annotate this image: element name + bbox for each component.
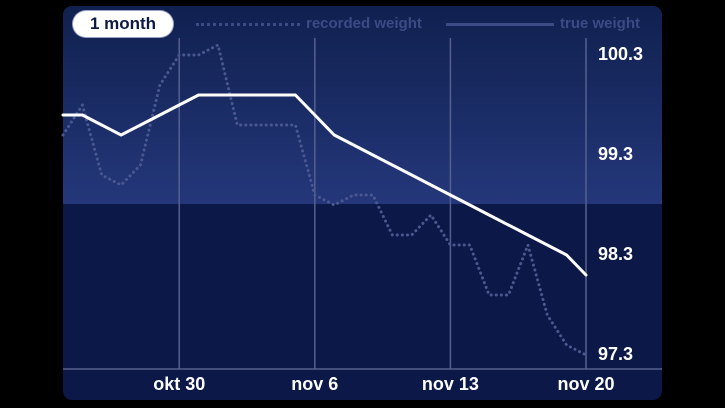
x-tick-label: nov 13 [421,374,479,394]
recorded-weight-legend-label: recorded weight [306,15,422,32]
true-weight-legend-label: true weight [560,15,641,32]
y-tick-label: 100.3 [598,44,644,64]
chart-panel-upper-shade [63,6,662,204]
y-tick-label: 97.3 [598,344,634,364]
true-weight-legend-swatch [446,23,554,26]
y-tick-label: 98.3 [598,244,634,264]
recorded-weight-legend-swatch [196,23,300,26]
range-1-month-button[interactable]: 1 month [73,11,173,37]
x-tick-label: nov 6 [291,374,339,394]
recorded-weight-line [61,43,588,357]
x-tick-label: okt 30 [153,374,206,394]
true-weight-line [61,93,588,277]
y-tick-label: 99.3 [598,144,634,164]
x-tick-label: nov 20 [557,374,615,394]
